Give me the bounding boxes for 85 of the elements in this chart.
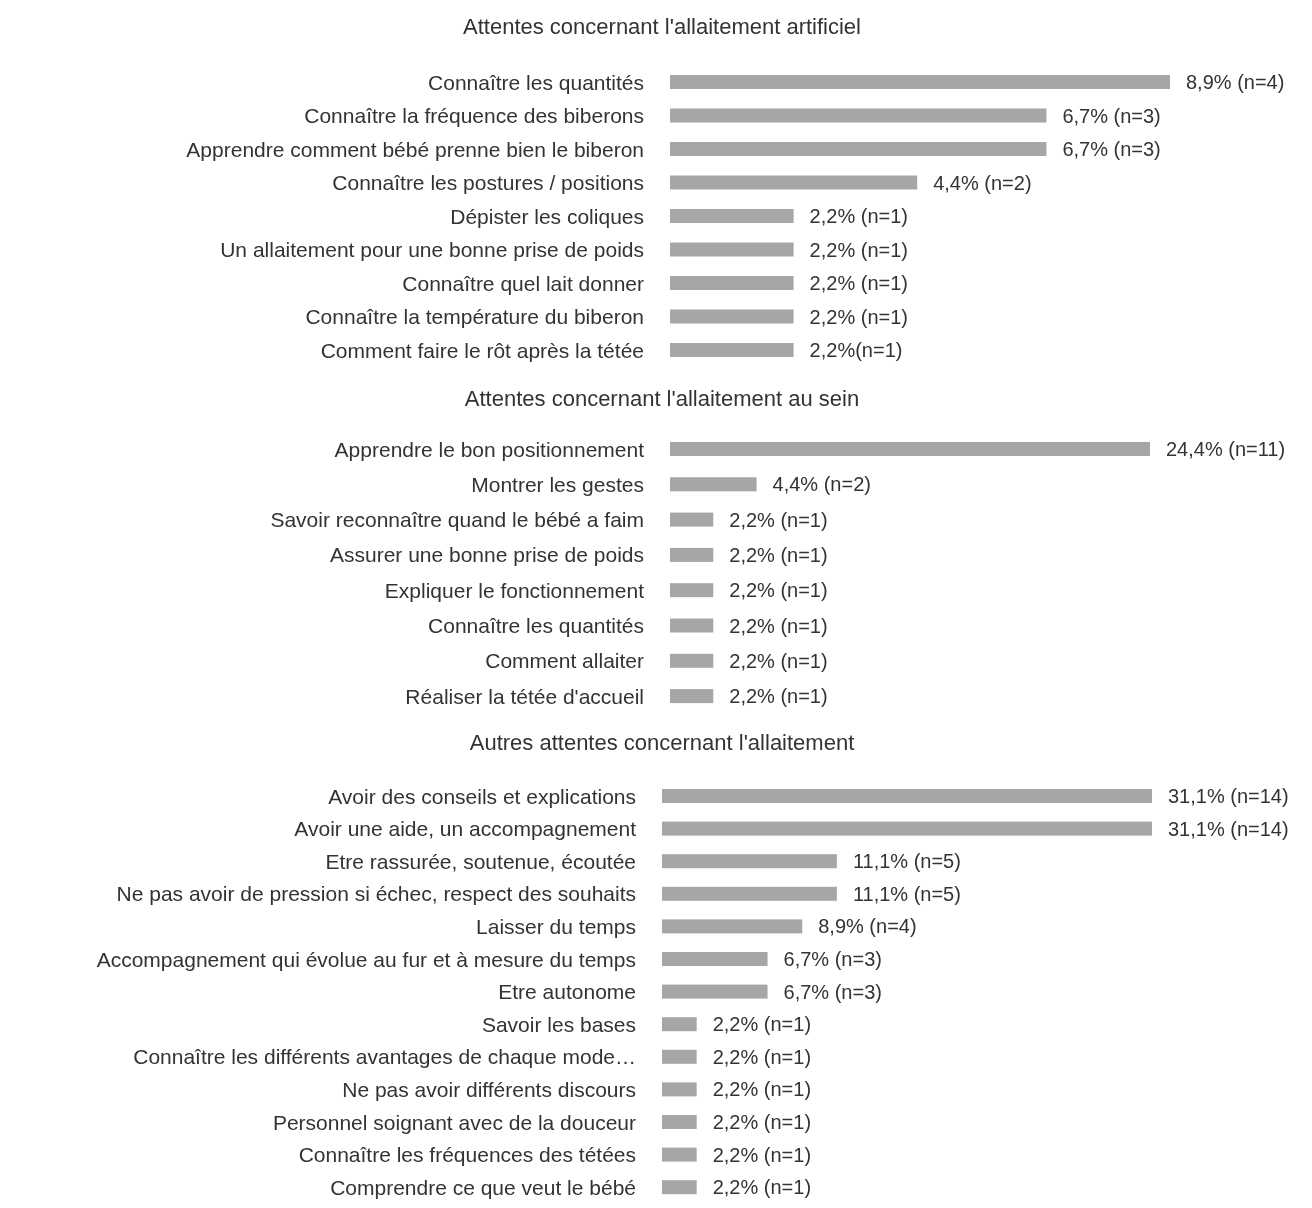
y-tick-label: Connaître les quantités [428, 614, 644, 637]
y-tick-label: Un allaitement pour une bonne prise de poids [220, 238, 644, 261]
bar [662, 984, 768, 999]
data-label: 2,2% (n=1) [809, 305, 908, 328]
data-label: 2,2% (n=1) [809, 272, 908, 294]
y-tick-label: Comment allaiter [485, 649, 644, 673]
data-label: 6,7% (n=3) [783, 980, 882, 1003]
data-label: 31,1% (n=14) [1168, 785, 1289, 807]
bar [662, 1049, 697, 1064]
data-label: 2,2% (n=1) [729, 543, 828, 566]
data-label: 2,2% (n=1) [729, 685, 828, 708]
y-tick-label: Ne pas avoir différents discours [342, 1077, 636, 1101]
data-label: 8,9% (n=4) [818, 915, 917, 938]
bar [662, 952, 768, 966]
y-tick-label: Montrer les gestes [471, 472, 644, 496]
bar [662, 854, 837, 869]
data-label: 11,1% (n=5) [852, 882, 961, 905]
bar [662, 1115, 697, 1129]
chart-title: Attentes concernant l'allaitement au sein [464, 385, 860, 411]
data-label: 4,4% (n=2) [772, 473, 871, 496]
y-tick-label: Etre rassurée, soutenue, écoutée [325, 849, 636, 873]
bar [662, 789, 1152, 803]
y-tick-label: Connaître les quantités [428, 70, 644, 94]
data-label: 2,2% (n=1) [729, 579, 828, 602]
y-tick-label: Personnel soignant avec de la douceur [272, 1110, 636, 1134]
y-tick-label: Avoir une aide, un accompagnement [294, 817, 637, 841]
data-label: 31,1% (n=14) [1168, 817, 1289, 840]
bar [662, 1082, 697, 1097]
y-tick-label: Ne pas avoir de pression si échec, respect des souhaits [116, 882, 636, 906]
y-tick-label: Apprendre comment bébé prenne bien le biberon [186, 137, 644, 161]
data-label: 4,4% (n=2) [933, 171, 1032, 194]
y-tick-label: Etre autonome [498, 980, 636, 1004]
data-label: 2,2% (n=1) [712, 1176, 812, 1199]
bar [670, 242, 794, 257]
bar [662, 919, 803, 934]
y-tick-label: Connaître quel lait donner [402, 271, 644, 295]
data-label: 2,2% (n=1) [712, 1013, 812, 1036]
y-tick-label: Connaître les différents avantages de chaque mode… [133, 1045, 636, 1069]
bar [662, 1180, 697, 1195]
bar [670, 276, 794, 290]
data-label: 2,2% (n=1) [809, 205, 908, 227]
data-label: 11,1% (n=5) [852, 850, 961, 873]
y-tick-label: Connaître les fréquences des tétées [298, 1143, 636, 1167]
data-label: 2,2% (n=1) [729, 649, 828, 672]
y-tick-label: Dépister les coliques [450, 204, 644, 228]
y-tick-label: Connaître les postures / positions [332, 171, 644, 194]
y-tick-label: Connaître la température du biberon [305, 305, 644, 328]
data-label: 2,2% (n=1) [729, 508, 828, 531]
y-tick-label: Assurer une bonne prise de poids [329, 543, 644, 567]
y-tick-label: Laisser du temps [476, 914, 636, 938]
data-label: 2,2%(n=1) [809, 339, 903, 361]
data-label: 2,2% (n=1) [712, 1045, 812, 1068]
y-tick-label: Comment faire le rôt après la tétée [320, 338, 644, 362]
bar [670, 309, 794, 324]
y-tick-label: Avoir des conseils et explications [328, 784, 636, 808]
data-label: 2,2% (n=1) [729, 614, 828, 637]
chart-title: Autres attentes concernant l'allaitement [469, 729, 855, 755]
data-label: 2,2% (n=1) [809, 238, 908, 261]
data-label: 6,7% (n=3) [1062, 104, 1161, 127]
bar [662, 886, 837, 901]
bar [662, 821, 1152, 836]
bar [662, 1147, 697, 1162]
data-label: 24,4% (n=11) [1166, 438, 1286, 460]
data-label: 8,9% (n=4) [1186, 71, 1285, 93]
bar [670, 75, 1170, 89]
bar [670, 209, 794, 223]
y-tick-label: Apprendre le bon positionnement [334, 437, 645, 461]
bar [670, 343, 794, 357]
y-tick-label: Savoir les bases [481, 1012, 636, 1036]
bar [670, 108, 1047, 123]
bar [670, 142, 1047, 156]
y-tick-label: Comprendre ce que veut le bébé [330, 1175, 636, 1199]
bar [670, 175, 918, 190]
data-label: 2,2% (n=1) [712, 1078, 812, 1101]
bar [662, 1017, 697, 1032]
y-tick-label: Connaître la fréquence des biberons [304, 104, 644, 127]
y-tick-label: Réaliser la tétée d'accueil [405, 684, 644, 708]
y-tick-label: Expliquer le fonctionnement [384, 578, 645, 602]
data-label: 6,7% (n=3) [1062, 138, 1161, 160]
data-label: 2,2% (n=1) [712, 1111, 812, 1133]
chart-title: Attentes concernant l'allaitement artificiel [463, 13, 861, 39]
y-tick-label: Accompagnement qui évolue au fur et à mesure du temps [96, 947, 636, 971]
y-tick-label: Savoir reconnaître quand le bébé a faim [270, 508, 644, 532]
data-label: 6,7% (n=3) [783, 948, 882, 970]
data-label: 2,2% (n=1) [712, 1143, 812, 1166]
